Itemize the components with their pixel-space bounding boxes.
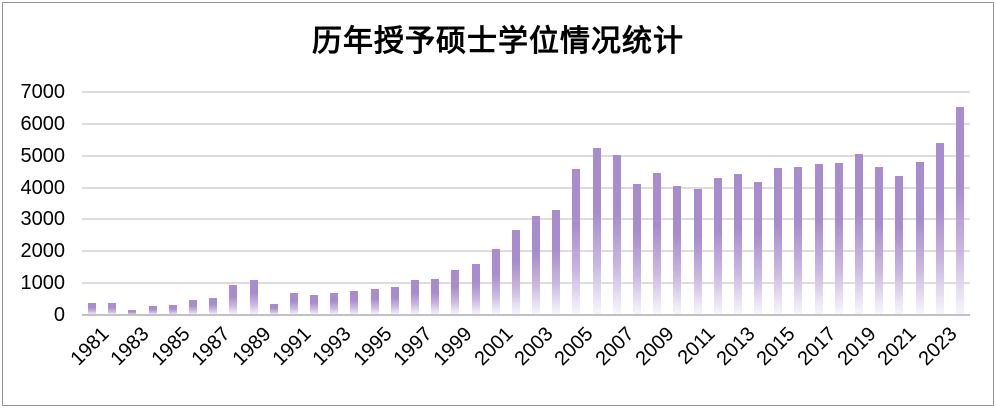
y-tick-label: 3000 — [20, 208, 66, 231]
bar-1993 — [330, 293, 339, 315]
bar-2007 — [612, 155, 621, 315]
y-tick-label: 4000 — [20, 176, 66, 199]
bar-2003 — [532, 216, 541, 315]
y-tick-label: 5000 — [20, 144, 66, 167]
y-tick-label: 7000 — [20, 81, 66, 103]
gridline-1000 — [82, 282, 970, 285]
bar-2016 — [794, 167, 803, 315]
bar-2015 — [774, 168, 783, 315]
bar-2010 — [673, 185, 682, 315]
gridline-2000 — [82, 250, 970, 253]
bar-2019 — [855, 154, 863, 315]
bar-1983 — [128, 309, 137, 315]
chart-title: 历年授予硕士学位情况统计 — [312, 25, 684, 58]
bar-2021 — [895, 176, 904, 315]
bar-1989 — [249, 280, 258, 315]
plot-area — [82, 92, 970, 315]
gridline-6000 — [82, 122, 970, 125]
bar-1988 — [229, 284, 238, 315]
bar-2011 — [693, 189, 702, 315]
bar-2020 — [875, 167, 884, 315]
bar-2001 — [491, 249, 500, 315]
bar-1996 — [390, 286, 399, 315]
bar-1997 — [411, 279, 419, 315]
y-tick-label: 0 — [53, 304, 65, 326]
bar-2023 — [935, 143, 944, 315]
bar-2024 — [955, 107, 964, 315]
bar-1992 — [310, 294, 319, 315]
gridline-7000 — [82, 91, 970, 93]
bar-1998 — [431, 279, 440, 315]
bar-2005 — [572, 168, 581, 315]
bar-1981 — [88, 302, 97, 315]
bar-1994 — [350, 290, 359, 315]
gridline-4000 — [82, 186, 970, 189]
bar-1982 — [108, 302, 117, 315]
bar-2022 — [915, 162, 924, 315]
gridline-3000 — [82, 218, 970, 221]
bar-1984 — [148, 306, 157, 315]
bar-1990 — [269, 303, 278, 315]
x-axis-line — [82, 314, 970, 316]
bar-2017 — [814, 164, 823, 315]
bar-2008 — [633, 184, 641, 315]
bar-1995 — [370, 289, 379, 315]
y-tick-label: 1000 — [20, 272, 66, 295]
bar-1999 — [451, 270, 460, 315]
y-tick-label: 2000 — [20, 240, 66, 263]
bar-2013 — [733, 174, 742, 315]
y-tick-label: 6000 — [20, 112, 66, 135]
bar-1991 — [289, 292, 298, 315]
bar-2009 — [653, 173, 662, 315]
bar-1987 — [209, 298, 218, 315]
bar-2012 — [713, 178, 722, 315]
bar-2000 — [471, 263, 480, 315]
bar-2018 — [834, 163, 843, 315]
gridline-5000 — [82, 154, 970, 157]
bar-2006 — [592, 147, 601, 315]
bar-2004 — [552, 209, 561, 315]
bar-1985 — [168, 305, 177, 315]
bar-1986 — [189, 300, 197, 315]
bar-2002 — [511, 230, 520, 315]
bar-2014 — [754, 181, 763, 315]
